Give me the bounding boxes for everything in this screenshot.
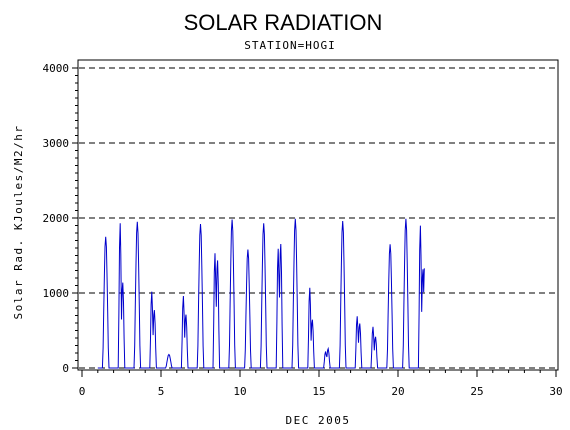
y-axis-label: Solar Rad. KJoules/M2/hr — [12, 125, 25, 320]
y-tick-label-3000: 3000 — [43, 137, 70, 150]
x-axis: 0 5 10 15 20 25 30 — [79, 370, 563, 398]
y-tick-label-0: 0 — [62, 362, 69, 375]
x-axis-label: DEC 2005 — [286, 414, 351, 427]
y-tick-label-1000: 1000 — [43, 287, 70, 300]
x-tick-label-0: 0 — [79, 385, 86, 398]
chart-subtitle: STATION=HOGI — [244, 39, 335, 52]
x-tick-label-30: 30 — [549, 385, 562, 398]
y-tick-label-4000: 4000 — [43, 62, 70, 75]
x-tick-label-10: 10 — [233, 385, 246, 398]
series-solar-radiation — [97, 218, 425, 369]
series-line-solar-radiation — [97, 218, 425, 369]
plot-frame — [77, 59, 559, 371]
x-tick-label-15: 15 — [312, 385, 325, 398]
x-tick-label-20: 20 — [391, 385, 404, 398]
chart-title: SOLAR RADIATION — [184, 10, 383, 35]
y-tick-label-2000: 2000 — [43, 212, 70, 225]
y-axis: 0 1000 2000 3000 4000 — [43, 62, 78, 375]
x-tick-label-5: 5 — [158, 385, 165, 398]
x-tick-label-25: 25 — [470, 385, 483, 398]
